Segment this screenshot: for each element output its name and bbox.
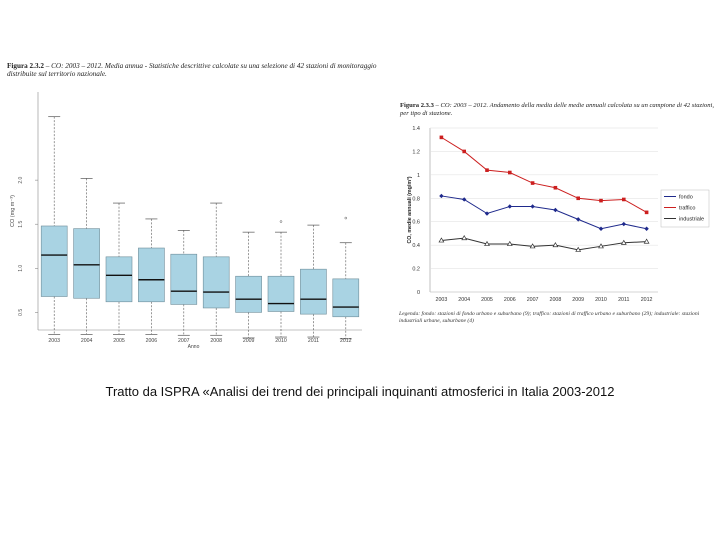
boxplot-x-tick-label: 2010 [275,338,287,344]
line-chart-legend-note: Legenda: fondo: stazioni di fondo urbano… [399,311,700,324]
line-point-industriale [620,239,627,245]
line-chart-x-tick-label: 2008 [550,297,562,303]
line-series-fondo [441,195,647,230]
line-chart-y-tick-label: 0 [417,290,420,296]
line-point-traffico [576,196,580,201]
line-point-industriale [529,243,536,249]
line-chart-x-tick-label: 2006 [504,297,516,303]
legend-label-fondo: fondo [679,195,693,201]
line-point-traffico [508,170,512,175]
line-chart-y-tick-label: 1.4 [412,126,420,132]
line-point-industriale [575,246,582,252]
line-chart-x-tick-label: 2003 [436,297,448,303]
boxplot-box [138,247,165,303]
line-point-fondo [462,197,467,202]
boxplot-chart: 0.5 1.0 1.5 2.0 CO (mg m⁻³) 2003 2004 2005 2006 2… [4,84,396,356]
line-point-industriale [552,242,559,248]
line-chart-y-tick-label: 0.2 [412,267,420,273]
boxplot-y-axis-label: CO (mg m⁻³) [10,195,16,227]
boxplot-y-tick-label: 0.5 [18,309,24,316]
line-chart-x-tick-label: 2011 [618,297,629,303]
figure-2-3-2-label: Figura 2.3.2 [7,62,44,70]
line-point-fondo [439,193,444,199]
line-point-traffico [530,181,535,185]
boxplot-outlier [279,220,283,223]
boxplot-box [40,225,68,297]
boxplot-outlier [344,216,348,220]
line-point-traffico [622,197,626,202]
line-point-industriale [643,238,650,244]
figure-2-3-3-description: – CO: 2003 – 2012. Andamento della media… [400,102,714,117]
line-chart-y-tick-label: 0.8 [412,196,420,202]
line-chart-y-tick-label: 0.6 [412,220,420,226]
boxplot-box [202,256,230,309]
boxplot-box [235,275,262,313]
line-chart-x-tick-label: 2007 [527,297,539,303]
figure-2-3-2-description: – CO: 2003 – 2012. Media annua - Statist… [7,62,377,79]
boxplot-x-axis-label: Anno [188,344,200,350]
line-series-traffico [441,136,647,213]
boxplot-background [4,84,396,356]
boxplot-box [267,275,295,312]
boxplot-box [105,256,133,303]
boxplot-y-tick-label: 2.0 [18,176,24,183]
boxplot-box [170,253,198,305]
boxplot-x-tick-label: 2008 [210,338,222,344]
line-point-fondo [484,211,490,216]
boxplot-x-tick-label: 2005 [113,338,125,344]
line-point-traffico [599,198,603,203]
boxplot-x-tick-label: 2004 [81,338,93,344]
boxplot-x-tick-label: 2007 [178,338,190,344]
line-point-industriale [484,240,490,246]
boxplot-y-tick-label: 1.5 [18,221,24,228]
line-point-industriale [438,237,445,243]
line-chart-y-tick-label: 1.2 [412,149,420,155]
line-point-fondo [598,226,604,231]
boxplot-box [332,278,360,318]
boxplot-box [300,268,327,315]
line-point-industriale [598,243,604,249]
line-chart-x-tick-label: 2010 [595,297,607,303]
boxplot-x-tick-label: 2003 [48,338,60,344]
boxplot-y-tick-label: 1.0 [18,265,24,272]
boxplot-x-tick-label: 2006 [146,338,158,344]
figure-2-3-2-title: Figura 2.3.2 – CO: 2003 – 2012. Media an… [7,62,399,79]
line-point-traffico [553,185,558,190]
line-chart-y-axis-label: CO, medie annuali (mg/m³) [407,176,413,243]
line-point-industriale [461,235,468,241]
line-point-traffico [485,168,489,172]
line-chart-y-tick-label: 0.4 [412,243,420,249]
line-series-industriale [441,237,647,251]
boxplot-x-tick-label: 2009 [243,338,255,344]
line-chart-x-tick-label: 2005 [481,297,493,303]
figure-2-3-3-title: Figura 2.3.3 – CO: 2003 – 2012. Andament… [400,102,715,117]
line-point-industriale [506,240,513,246]
line-point-traffico [644,210,649,215]
line-chart: 0 0.2 0.4 0.6 0.8 1 1.2 1.4 CO, medie annuali (m… [396,118,716,308]
legend-label-industriale: industriale [679,217,704,223]
line-point-traffico [439,135,444,140]
line-chart-x-tick-label: 2012 [641,297,653,303]
line-point-traffico [462,149,466,154]
line-chart-y-tick-label: 1 [417,173,420,179]
boxplot-x-tick-label: 2012 [340,338,352,344]
line-point-fondo [507,204,512,209]
source-caption: Tratto da ISPRA «Analisi dei trend dei p… [105,384,615,399]
boxplot-x-tick-label: 2011 [308,338,319,344]
line-chart-x-tick-label: 2004 [458,297,470,303]
boxplot-box [73,228,100,299]
line-chart-x-tick-label: 2009 [572,297,584,303]
legend-label-traffico: traffico [679,206,695,212]
figure-2-3-3-label: Figura 2.3.3 [400,102,434,109]
